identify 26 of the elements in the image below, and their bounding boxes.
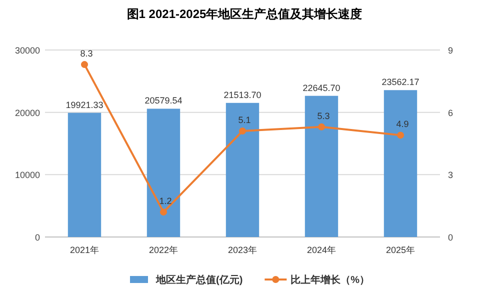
y2tick: 0 [448, 232, 454, 242]
xtick: 2022年 [148, 245, 178, 255]
xtick: 2025年 [386, 245, 416, 255]
y2tick: 6 [448, 108, 454, 118]
legend: 比上年增长（%） [290, 275, 370, 286]
label: 19921.33 [66, 100, 104, 110]
ytick: 20000 [14, 108, 40, 118]
label: 5.3 [317, 110, 330, 121]
label: 5.1 [238, 115, 251, 126]
legend: 地区生产总值(亿元) [156, 275, 243, 286]
xtick: 2023年 [228, 245, 258, 255]
label: 23562.17 [382, 77, 420, 88]
ytick: 0 [34, 232, 40, 242]
ytick: 10000 [14, 170, 40, 180]
y2tick: 3 [448, 170, 454, 180]
ytick: 30000 [14, 46, 40, 56]
label: 8.3 [80, 48, 93, 59]
y2tick: 9 [448, 46, 454, 56]
label: 4.9 [396, 119, 409, 130]
xtick: 2021年 [70, 245, 100, 255]
label: 22645.70 [302, 82, 340, 93]
label: 21513.70 [224, 90, 262, 100]
label: 20579.54 [144, 96, 182, 106]
label: 1.2 [159, 196, 172, 206]
xtick: 2024年 [306, 245, 336, 255]
title: 图1 2021-2025年地区生产总值及其增长速度 [126, 7, 362, 21]
